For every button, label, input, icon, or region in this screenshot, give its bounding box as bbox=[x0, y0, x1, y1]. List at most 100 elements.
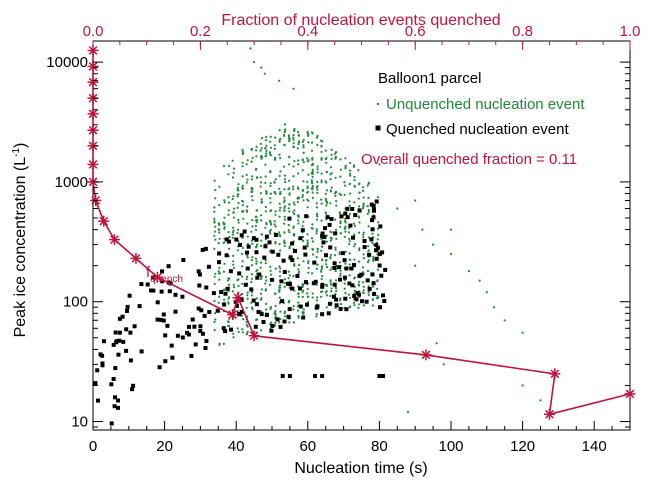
fraction-marker bbox=[227, 309, 239, 321]
unquenched-point bbox=[282, 134, 286, 137]
unquenched-point bbox=[321, 275, 324, 278]
unquenched-point bbox=[302, 239, 305, 243]
unquenched-point bbox=[302, 220, 305, 223]
unquenched-point bbox=[335, 200, 338, 203]
unquenched-point bbox=[292, 165, 295, 168]
unquenched-point bbox=[315, 186, 318, 189]
fraction-marker bbox=[87, 76, 99, 88]
unquenched-point bbox=[217, 242, 220, 245]
unquenched-point bbox=[297, 292, 300, 295]
unquenched-point bbox=[260, 157, 263, 160]
unquenched-point bbox=[250, 178, 253, 181]
unquenched-point bbox=[250, 294, 253, 297]
quenched-point bbox=[377, 374, 382, 378]
unquenched-point bbox=[371, 285, 375, 288]
quenched-point bbox=[207, 310, 212, 314]
unquenched-point bbox=[325, 204, 328, 207]
quenched-point bbox=[125, 304, 130, 309]
unquenched-point bbox=[311, 253, 315, 256]
unquenched-point bbox=[307, 141, 310, 144]
unquenched-point bbox=[260, 198, 263, 201]
x-axis: 0 20 40 60 80 100 120 140 bbox=[89, 421, 613, 455]
unquenched-point bbox=[293, 233, 296, 236]
unquenched-point bbox=[292, 225, 295, 228]
unquenched-point bbox=[278, 209, 281, 212]
unquenched-point bbox=[329, 253, 333, 256]
unquenched-point bbox=[259, 185, 262, 188]
unquenched-point bbox=[353, 201, 356, 204]
unquenched-point bbox=[334, 151, 337, 154]
unquenched-point bbox=[311, 182, 314, 185]
quenched-point bbox=[276, 252, 281, 257]
unquenched-point bbox=[320, 179, 323, 182]
unquenched-point bbox=[349, 161, 352, 165]
quenched-point bbox=[379, 273, 384, 278]
unquenched-point bbox=[357, 284, 361, 287]
quenched-point bbox=[343, 296, 348, 301]
unquenched-point bbox=[227, 201, 231, 204]
quenched-point bbox=[173, 292, 178, 297]
unquenched-point bbox=[283, 174, 286, 177]
unquenched-point bbox=[301, 291, 304, 294]
quenched-point bbox=[149, 288, 153, 293]
quenched-point bbox=[192, 324, 197, 329]
unquenched-point bbox=[260, 214, 263, 217]
unquenched-point bbox=[449, 252, 453, 256]
unquenched-point bbox=[324, 197, 327, 200]
quenched-point bbox=[169, 343, 174, 348]
unquenched-point bbox=[310, 187, 313, 190]
unquenched-point bbox=[264, 147, 267, 150]
unquenched-point bbox=[339, 232, 342, 235]
unquenched-point bbox=[260, 297, 263, 300]
unquenched-point bbox=[316, 171, 319, 174]
unquenched-point bbox=[316, 248, 319, 251]
unquenched-point bbox=[293, 203, 296, 206]
quenched-point bbox=[344, 307, 349, 312]
unquenched-point bbox=[414, 199, 417, 202]
unquenched-point bbox=[269, 197, 272, 200]
unquenched-point bbox=[330, 231, 333, 234]
quenched-point bbox=[206, 264, 211, 269]
unquenched-point bbox=[232, 254, 235, 257]
unquenched-point bbox=[310, 237, 314, 240]
quenched-point bbox=[95, 368, 100, 373]
unquenched-point bbox=[278, 139, 281, 142]
fraction-marker bbox=[549, 368, 561, 380]
unquenched-point bbox=[297, 134, 300, 137]
unquenched-point bbox=[283, 278, 287, 281]
unquenched-point bbox=[279, 156, 282, 159]
unquenched-point bbox=[344, 167, 347, 170]
unquenched-point bbox=[358, 191, 361, 194]
unquenched-point bbox=[251, 242, 254, 245]
unquenched-point bbox=[330, 148, 333, 151]
quenched-point bbox=[333, 231, 338, 236]
quenched-point bbox=[139, 349, 144, 354]
unquenched-point bbox=[227, 301, 230, 304]
quenched-point bbox=[304, 214, 309, 219]
unquenched-point bbox=[338, 261, 341, 264]
unquenched-point bbox=[236, 249, 240, 252]
quenched-point bbox=[203, 346, 208, 350]
unquenched-point bbox=[353, 258, 356, 261]
unquenched-point bbox=[222, 222, 225, 225]
unquenched-point bbox=[255, 149, 258, 152]
unquenched-point bbox=[348, 204, 351, 207]
unquenched-point bbox=[292, 136, 295, 139]
quenched-point bbox=[163, 333, 168, 338]
y-tick-label: 1000 bbox=[55, 174, 88, 191]
unquenched-point bbox=[324, 291, 327, 294]
unquenched-point bbox=[282, 201, 285, 204]
quenched-point bbox=[219, 290, 224, 295]
quenched-point bbox=[286, 314, 291, 319]
unquenched-point bbox=[237, 189, 240, 192]
y-axis-label: Peak ice concentration (L-1) bbox=[11, 143, 29, 338]
unquenched-point bbox=[306, 233, 309, 236]
unquenched-point bbox=[334, 248, 337, 251]
unquenched-point bbox=[311, 227, 314, 230]
unquenched-point bbox=[227, 164, 231, 168]
unquenched-point bbox=[260, 239, 263, 242]
quenched-point bbox=[324, 253, 328, 258]
unquenched-point bbox=[339, 272, 342, 275]
unquenched-point bbox=[307, 295, 310, 298]
unquenched-point bbox=[362, 291, 365, 294]
